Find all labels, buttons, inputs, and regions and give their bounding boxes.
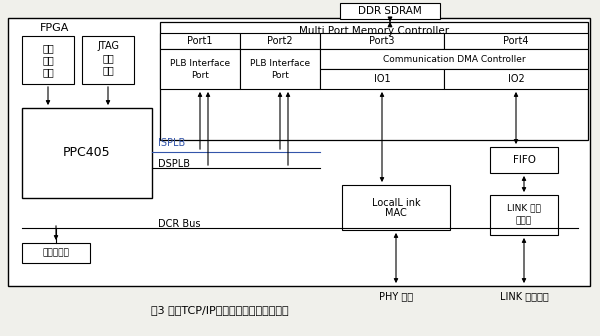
Text: Port1: Port1 xyxy=(187,36,213,46)
Bar xyxy=(490,195,558,235)
Text: DCR Bus: DCR Bus xyxy=(158,219,200,229)
Text: ISPLB: ISPLB xyxy=(158,138,185,148)
Text: 模块: 模块 xyxy=(42,67,54,77)
Text: 控制: 控制 xyxy=(102,53,114,63)
Bar xyxy=(22,36,74,84)
Text: Port: Port xyxy=(271,71,289,80)
Bar xyxy=(8,18,590,286)
Bar xyxy=(22,243,90,263)
Bar xyxy=(490,147,558,173)
Bar xyxy=(320,33,444,49)
Bar xyxy=(320,69,444,89)
Bar xyxy=(82,36,134,84)
Text: JTAG: JTAG xyxy=(97,41,119,51)
Text: Port: Port xyxy=(191,71,209,80)
Text: Port3: Port3 xyxy=(369,36,395,46)
Text: 模块: 模块 xyxy=(102,65,114,75)
Text: IO2: IO2 xyxy=(508,74,524,84)
Text: Communication DMA Controller: Communication DMA Controller xyxy=(383,54,526,64)
Text: DDR SDRAM: DDR SDRAM xyxy=(358,6,422,16)
Text: 图3 基于TCP/IP的数据分发系统实现框架: 图3 基于TCP/IP的数据分发系统实现框架 xyxy=(151,305,289,315)
Text: 复位: 复位 xyxy=(42,55,54,65)
Text: IO1: IO1 xyxy=(374,74,391,84)
Text: LocalL ink: LocalL ink xyxy=(371,199,421,209)
Text: Port4: Port4 xyxy=(503,36,529,46)
Text: LINK 链路: LINK 链路 xyxy=(507,204,541,212)
Text: PLB Interface: PLB Interface xyxy=(250,58,310,68)
Text: PLB Interface: PLB Interface xyxy=(170,58,230,68)
Bar xyxy=(160,33,240,49)
Bar xyxy=(444,69,588,89)
Text: 系统: 系统 xyxy=(42,43,54,53)
Text: DSPLB: DSPLB xyxy=(158,159,190,169)
Bar xyxy=(240,49,320,89)
Bar xyxy=(342,185,450,230)
Text: Port2: Port2 xyxy=(267,36,293,46)
Bar xyxy=(340,3,440,19)
Text: 异步收发器: 异步收发器 xyxy=(43,249,70,257)
Text: FIFO: FIFO xyxy=(512,155,536,165)
Bar xyxy=(320,49,588,69)
Text: 口接口: 口接口 xyxy=(516,216,532,225)
Bar xyxy=(160,22,588,140)
Bar xyxy=(444,33,588,49)
Text: LINK 链路接口: LINK 链路接口 xyxy=(500,291,548,301)
Bar xyxy=(22,108,152,198)
Text: FPGA: FPGA xyxy=(40,23,70,33)
Text: Multi Port Memory Controller: Multi Port Memory Controller xyxy=(299,26,449,36)
Bar xyxy=(240,33,320,49)
Text: PHY 接口: PHY 接口 xyxy=(379,291,413,301)
Bar xyxy=(160,49,240,89)
Text: MAC: MAC xyxy=(385,209,407,218)
Text: PPC405: PPC405 xyxy=(63,146,111,160)
